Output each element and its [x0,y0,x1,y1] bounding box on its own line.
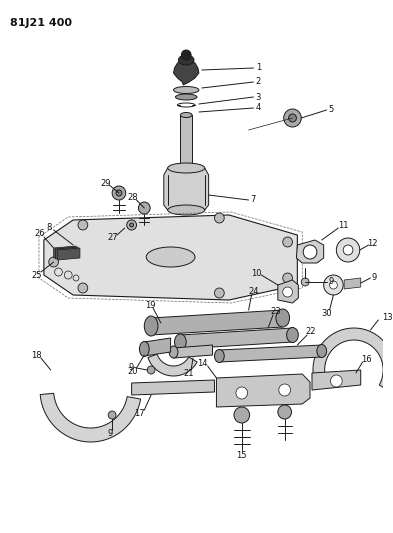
Circle shape [303,245,317,259]
Circle shape [181,50,191,60]
Polygon shape [174,60,199,85]
Circle shape [78,283,88,293]
Text: 9: 9 [129,364,134,373]
Text: 14: 14 [198,359,208,367]
Circle shape [324,275,343,295]
Ellipse shape [174,86,199,93]
Circle shape [127,220,136,230]
Ellipse shape [215,350,224,362]
Ellipse shape [176,94,197,100]
Polygon shape [278,280,298,303]
Polygon shape [174,345,213,358]
Polygon shape [57,248,80,260]
Circle shape [138,202,150,214]
Ellipse shape [317,344,327,358]
Text: 21: 21 [184,369,195,378]
Circle shape [343,245,353,255]
Circle shape [283,273,292,283]
Circle shape [329,281,337,289]
Circle shape [78,220,88,230]
Text: 13: 13 [382,313,393,322]
Polygon shape [144,338,171,356]
Circle shape [301,278,309,286]
Polygon shape [296,240,324,263]
Text: 30: 30 [321,310,332,319]
Ellipse shape [169,346,178,358]
Ellipse shape [286,327,298,343]
Circle shape [116,190,122,196]
Polygon shape [44,215,298,300]
Polygon shape [151,310,283,335]
Text: 3: 3 [256,93,261,101]
Polygon shape [219,345,322,362]
Polygon shape [312,370,361,390]
Polygon shape [180,115,192,168]
Text: 24: 24 [248,287,259,296]
Text: 5: 5 [329,106,334,115]
Polygon shape [53,246,76,258]
Text: 16: 16 [361,354,372,364]
Ellipse shape [168,205,205,215]
Text: 1: 1 [256,63,261,72]
Text: 29: 29 [100,179,110,188]
Polygon shape [180,328,292,349]
Circle shape [215,288,224,298]
Polygon shape [132,380,215,395]
Polygon shape [40,393,141,442]
Circle shape [236,387,248,399]
Polygon shape [217,374,310,407]
Text: 27: 27 [108,233,118,243]
Text: 9: 9 [372,272,377,281]
Circle shape [283,237,292,247]
Text: 19: 19 [145,301,155,310]
Text: 10: 10 [251,269,262,278]
Polygon shape [148,354,197,376]
Ellipse shape [178,55,194,65]
Circle shape [284,109,301,127]
Polygon shape [164,168,209,210]
Circle shape [278,405,292,419]
Text: 9: 9 [108,430,113,439]
Circle shape [279,384,290,396]
Text: 9: 9 [329,278,334,287]
Text: 2: 2 [256,77,261,86]
Text: 8: 8 [46,222,51,231]
Polygon shape [55,247,78,259]
Circle shape [108,411,116,419]
Ellipse shape [146,247,195,267]
Text: 22: 22 [306,327,316,336]
Circle shape [215,213,224,223]
Text: 11: 11 [338,222,349,230]
Circle shape [288,114,296,122]
Polygon shape [344,278,361,289]
Polygon shape [313,328,393,391]
Text: 7: 7 [251,196,256,205]
Text: 15: 15 [237,451,247,461]
Circle shape [49,257,59,267]
Ellipse shape [140,342,149,357]
Circle shape [331,375,342,387]
Circle shape [147,366,155,374]
Circle shape [130,223,134,227]
Text: 23: 23 [271,308,281,317]
Ellipse shape [174,334,186,350]
Ellipse shape [276,309,290,327]
Ellipse shape [144,316,158,336]
Circle shape [112,186,126,200]
Circle shape [283,287,292,297]
Text: 4: 4 [256,103,261,112]
Text: 12: 12 [367,239,378,248]
Text: 17: 17 [134,408,145,417]
Ellipse shape [180,112,192,117]
Ellipse shape [180,166,192,171]
Text: 81J21 400: 81J21 400 [10,18,72,28]
Text: 28: 28 [127,192,138,201]
Ellipse shape [168,163,205,173]
Circle shape [336,238,360,262]
Circle shape [234,407,250,423]
Text: 26: 26 [35,230,45,238]
Text: 25: 25 [32,271,42,279]
Text: 20: 20 [127,367,138,376]
Text: 18: 18 [31,351,41,359]
